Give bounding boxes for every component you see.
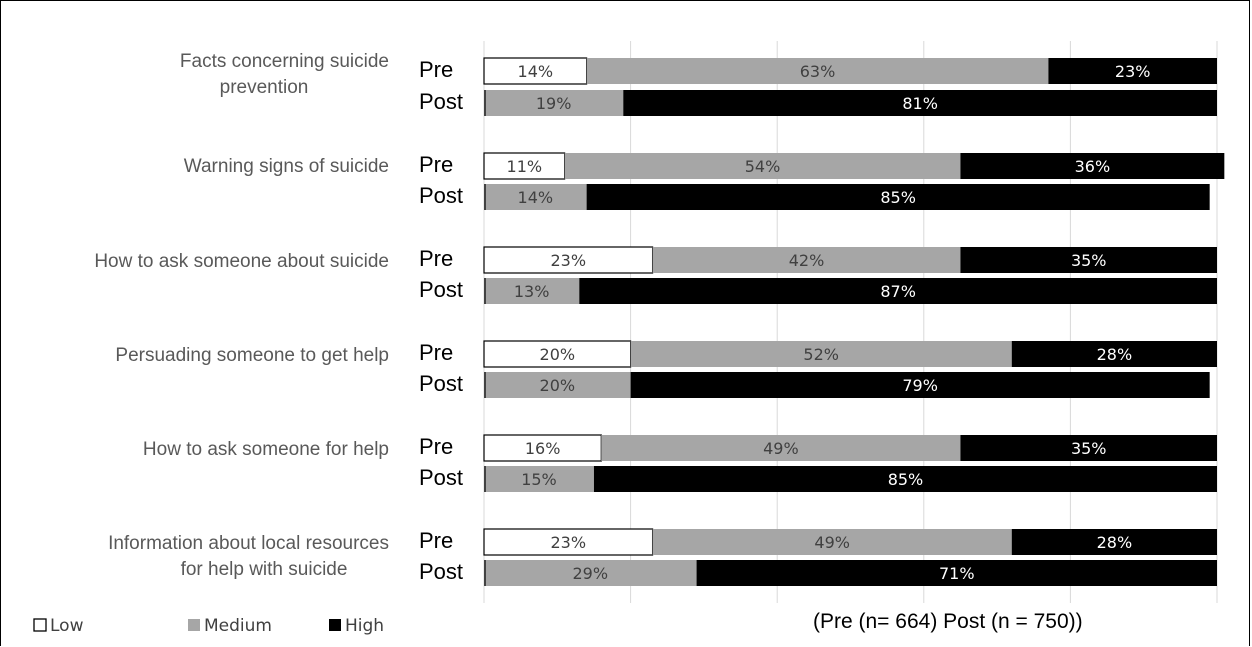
data-label-pre-low: 16% xyxy=(525,439,561,458)
bar-pre-medium xyxy=(601,435,961,461)
bar-pre-high xyxy=(1011,529,1217,555)
post-label: Post xyxy=(419,183,463,208)
category-label: for help with suicide xyxy=(181,559,348,580)
bar-post-high xyxy=(579,278,1217,304)
bar-pre-low xyxy=(483,434,602,462)
post-label: Post xyxy=(419,89,463,114)
data-label-pre-medium: 49% xyxy=(763,439,799,458)
bar-pre-high xyxy=(960,247,1217,273)
data-label-pre-medium: 54% xyxy=(745,157,781,176)
labels-layer: Facts concerning suicide prevention Pre 14%… xyxy=(94,51,1150,584)
bar-pre-low xyxy=(483,340,632,368)
bar-post-high xyxy=(586,184,1210,210)
bar-post-high xyxy=(696,560,1217,586)
data-label-pre-medium: 63% xyxy=(800,62,836,81)
sample-size-note: (Pre (n= 664) Post (n = 750)) xyxy=(813,610,1083,633)
bar-pre-high xyxy=(1048,58,1217,84)
bar-pre-low xyxy=(483,246,654,274)
bar-pre-medium xyxy=(586,58,1049,84)
bar-post-medium xyxy=(484,466,594,492)
data-label-post-high: 85% xyxy=(888,470,924,489)
category-label: prevention xyxy=(220,77,309,98)
data-label-pre-medium: 42% xyxy=(789,251,825,270)
category-label: Warning signs of suicide xyxy=(184,156,389,177)
legend-swatch-low xyxy=(33,618,47,632)
legend: Low Medium High xyxy=(33,616,384,636)
category-label: How to ask someone for help xyxy=(143,439,389,460)
bar-post-high xyxy=(593,466,1217,492)
bar-pre-low xyxy=(483,57,588,85)
bar-pre-medium xyxy=(630,341,1012,367)
data-label-pre-low: 20% xyxy=(540,345,576,364)
data-label-pre-medium: 52% xyxy=(803,345,839,364)
data-label-post-medium: 19% xyxy=(536,94,572,113)
legend-label-low: Low xyxy=(50,616,84,636)
data-label-pre-high: 36% xyxy=(1075,157,1111,176)
category-label: Persuading someone to get help xyxy=(115,345,389,366)
data-label-pre-high: 28% xyxy=(1097,533,1133,552)
pre-label: Pre xyxy=(419,57,453,82)
post-label: Post xyxy=(419,371,463,396)
pre-label: Pre xyxy=(419,152,453,177)
bars-layer xyxy=(483,57,1225,586)
category-label: How to ask someone about suicide xyxy=(94,251,389,272)
bar-pre-medium xyxy=(564,153,961,179)
data-label-pre-high: 28% xyxy=(1097,345,1133,364)
data-label-pre-low: 14% xyxy=(518,62,554,81)
legend-swatch-medium xyxy=(188,619,200,631)
bar-post-medium xyxy=(484,278,580,304)
data-label-post-medium: 29% xyxy=(573,564,609,583)
category-label: Facts concerning suicide xyxy=(180,51,389,72)
data-label-pre-low: 23% xyxy=(551,533,587,552)
data-label-pre-low: 23% xyxy=(551,251,587,270)
bar-post-medium xyxy=(484,184,587,210)
post-label: Post xyxy=(419,559,463,584)
bar-pre-medium xyxy=(652,529,1012,555)
bar-pre-high xyxy=(1011,341,1217,367)
pre-label: Pre xyxy=(419,528,453,553)
bar-post-medium xyxy=(484,372,631,398)
data-label-post-medium: 13% xyxy=(514,282,550,301)
data-label-pre-high: 23% xyxy=(1115,62,1151,81)
post-label: Post xyxy=(419,465,463,490)
legend-swatch-high xyxy=(329,619,341,631)
bar-pre-high xyxy=(960,153,1225,179)
data-label-post-high: 87% xyxy=(880,282,916,301)
bar-pre-high xyxy=(960,435,1217,461)
data-label-pre-medium: 49% xyxy=(814,533,850,552)
bar-pre-low xyxy=(483,528,654,556)
data-label-post-medium: 15% xyxy=(521,470,557,489)
pre-label: Pre xyxy=(419,340,453,365)
data-label-post-high: 79% xyxy=(902,376,938,395)
data-label-post-high: 81% xyxy=(902,94,938,113)
bar-post-high xyxy=(630,372,1210,398)
bar-pre-medium xyxy=(652,247,961,273)
bar-post-medium xyxy=(484,560,697,586)
pre-label: Pre xyxy=(419,434,453,459)
data-label-post-high: 71% xyxy=(939,564,975,583)
data-label-pre-high: 35% xyxy=(1071,251,1107,270)
legend-label-high: High xyxy=(345,616,384,636)
data-label-pre-high: 35% xyxy=(1071,439,1107,458)
bar-post-medium xyxy=(484,90,624,116)
pre-label: Pre xyxy=(419,246,453,271)
bar-pre-low xyxy=(483,152,566,180)
data-label-post-high: 85% xyxy=(880,188,916,207)
bar-post-high xyxy=(623,90,1217,116)
post-label: Post xyxy=(419,277,463,302)
legend-label-medium: Medium xyxy=(204,616,272,636)
data-label-post-medium: 14% xyxy=(518,188,554,207)
category-label: Information about local resources xyxy=(108,533,389,554)
grid-layer xyxy=(483,41,1218,603)
data-label-post-medium: 20% xyxy=(540,376,576,395)
data-label-pre-low: 11% xyxy=(507,157,543,176)
